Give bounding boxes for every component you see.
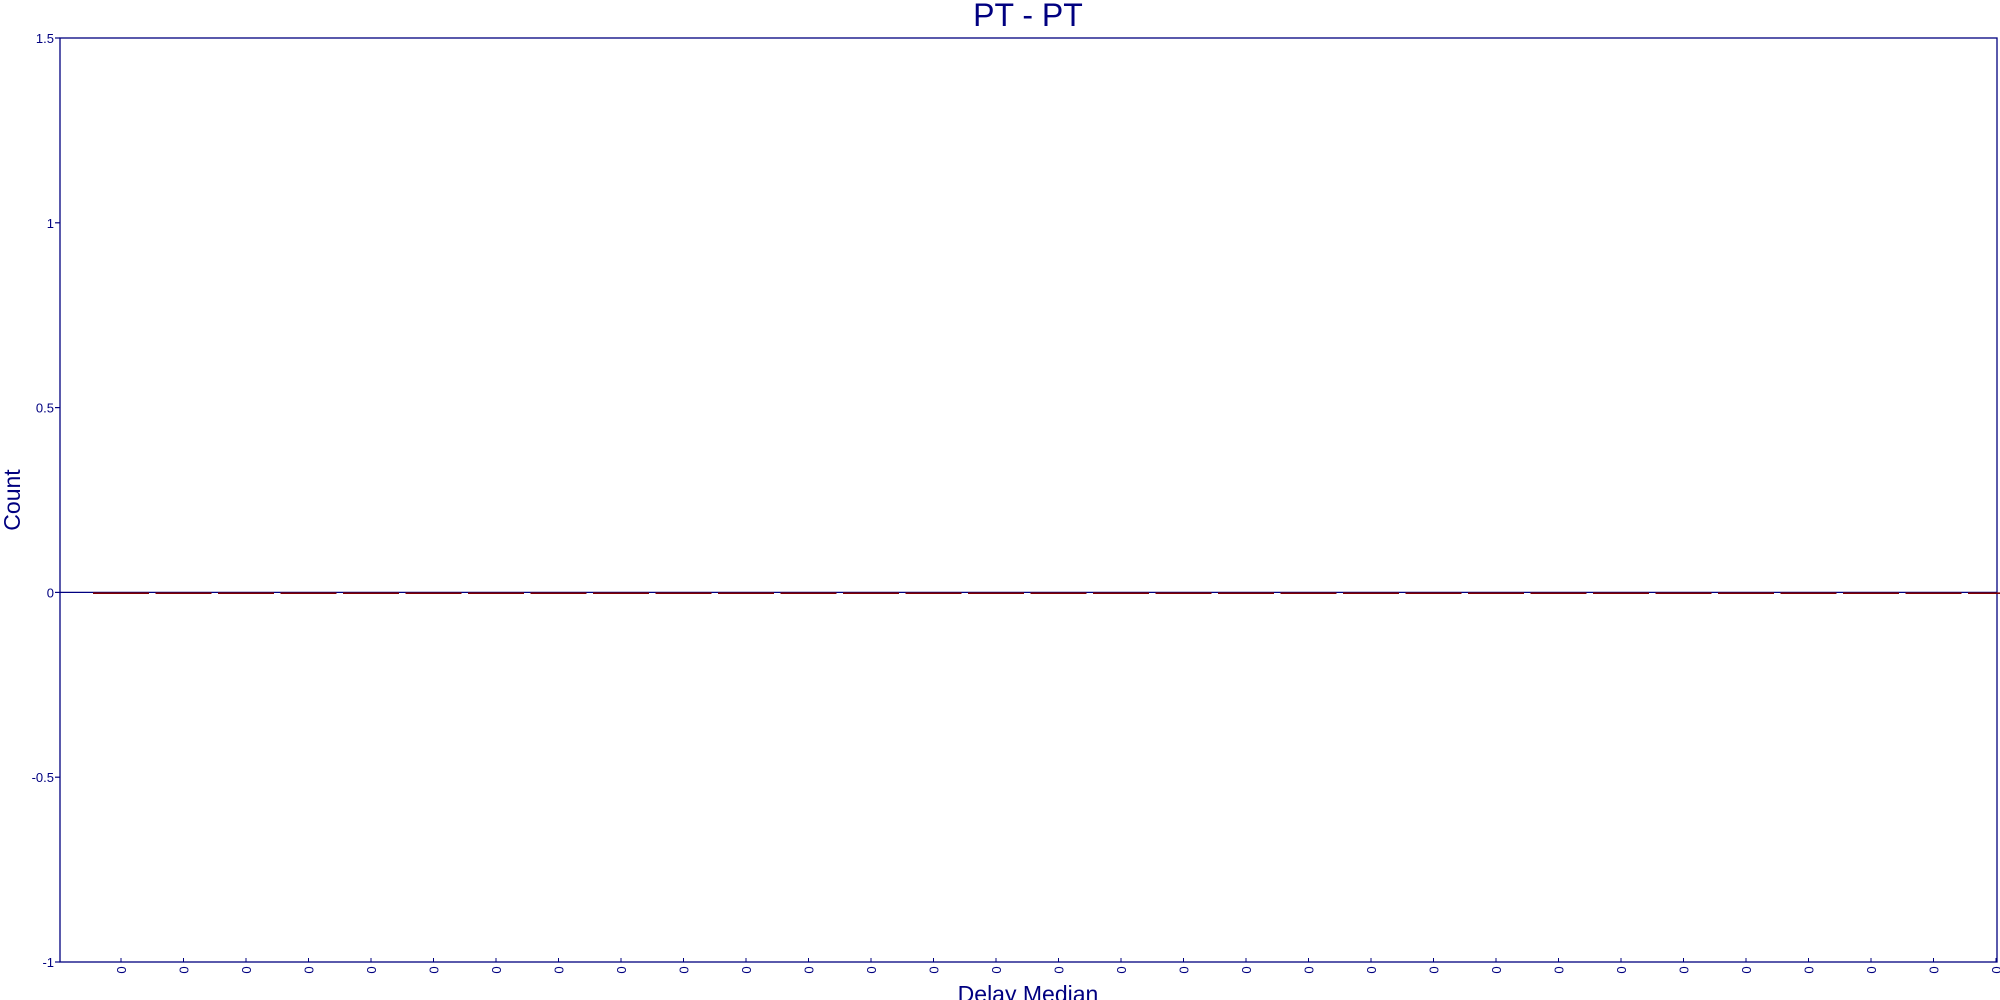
x-tick-label: 0 [1364,966,1379,973]
bar [93,592,149,594]
y-axis: 1.5 1 0.5 0 -0.5 -1 [32,31,60,970]
bar [968,592,1024,594]
x-tick-label: 0 [114,966,129,973]
x-tick-label: 0 [739,966,754,973]
bar [1093,592,1149,594]
y-tick-label: 1.5 [36,31,54,46]
bar [1843,592,1899,594]
bar [1155,592,1212,594]
x-tick-label: 0 [1552,966,1567,973]
y-tick-label: 0.5 [36,401,54,416]
bar [1468,592,1524,594]
x-tick-label: 0 [1427,966,1442,973]
x-tick-label: 0 [427,966,442,973]
x-tick-label: 0 [1239,966,1254,973]
y-tick-label: 1 [47,216,54,231]
x-tick-label: 0 [864,966,879,973]
x-tick-label: 0 [489,966,504,973]
x-tick-label: 0 [1989,966,2000,973]
bar [1780,592,1837,594]
x-tick-label: 0 [1489,966,1504,973]
x-tick-label: 0 [614,966,629,973]
x-tick-label: 0 [1052,966,1067,973]
bar [780,592,837,594]
bar [343,592,399,594]
bar [280,592,337,594]
bar [905,592,962,594]
bar [718,592,774,594]
bar [1405,592,1462,594]
x-tick-label: 0 [1302,966,1317,973]
bar [155,592,212,594]
x-tick-label: 0 [802,966,817,973]
x-tick-label: 0 [1739,966,1754,973]
x-axis: 0 0 0 0 0 0 0 0 0 0 0 0 0 0 0 0 0 0 0 0 0 0 0 0 0 0 0 0 0 0 0 [114,958,2000,974]
plot-area [59,37,1998,963]
x-tick-label: 0 [989,966,1004,973]
bar [655,592,712,594]
bar [468,592,524,594]
y-tick-label: -0.5 [32,770,54,785]
y-axis-title: Count [0,469,25,531]
x-axis-title: Delay Median [958,981,1099,1000]
x-tick-label: 0 [1614,966,1629,973]
x-tick-label: 0 [552,966,567,973]
bar [1718,592,1774,594]
bar [1968,592,2000,594]
bar [1655,592,1712,594]
y-tick-label: -1 [42,955,54,970]
x-tick-label: 0 [177,966,192,973]
x-tick-label: 0 [1802,966,1817,973]
x-tick-label: 0 [1864,966,1879,973]
bar [530,592,587,594]
x-tick-label: 0 [927,966,942,973]
bar [1530,592,1587,594]
bar [218,592,274,594]
bar [593,592,649,594]
bar [1343,592,1399,594]
bar [405,592,462,594]
x-tick-label: 0 [1677,966,1692,973]
bar [1280,592,1337,594]
x-tick-label: 0 [302,966,317,973]
x-tick-label: 0 [677,966,692,973]
bar [843,592,899,594]
chart-title: PT - PT [973,0,1083,33]
bar [1218,592,1274,594]
bar [1030,592,1087,594]
bar [1593,592,1649,594]
x-tick-label: 0 [1177,966,1192,973]
bar-series [93,592,2000,594]
x-tick-label: 0 [1114,966,1129,973]
y-tick-label: 0 [47,585,54,600]
x-tick-label: 0 [239,966,254,973]
x-tick-label: 0 [364,966,379,973]
bar [1905,592,1962,594]
x-tick-label: 0 [1927,966,1942,973]
